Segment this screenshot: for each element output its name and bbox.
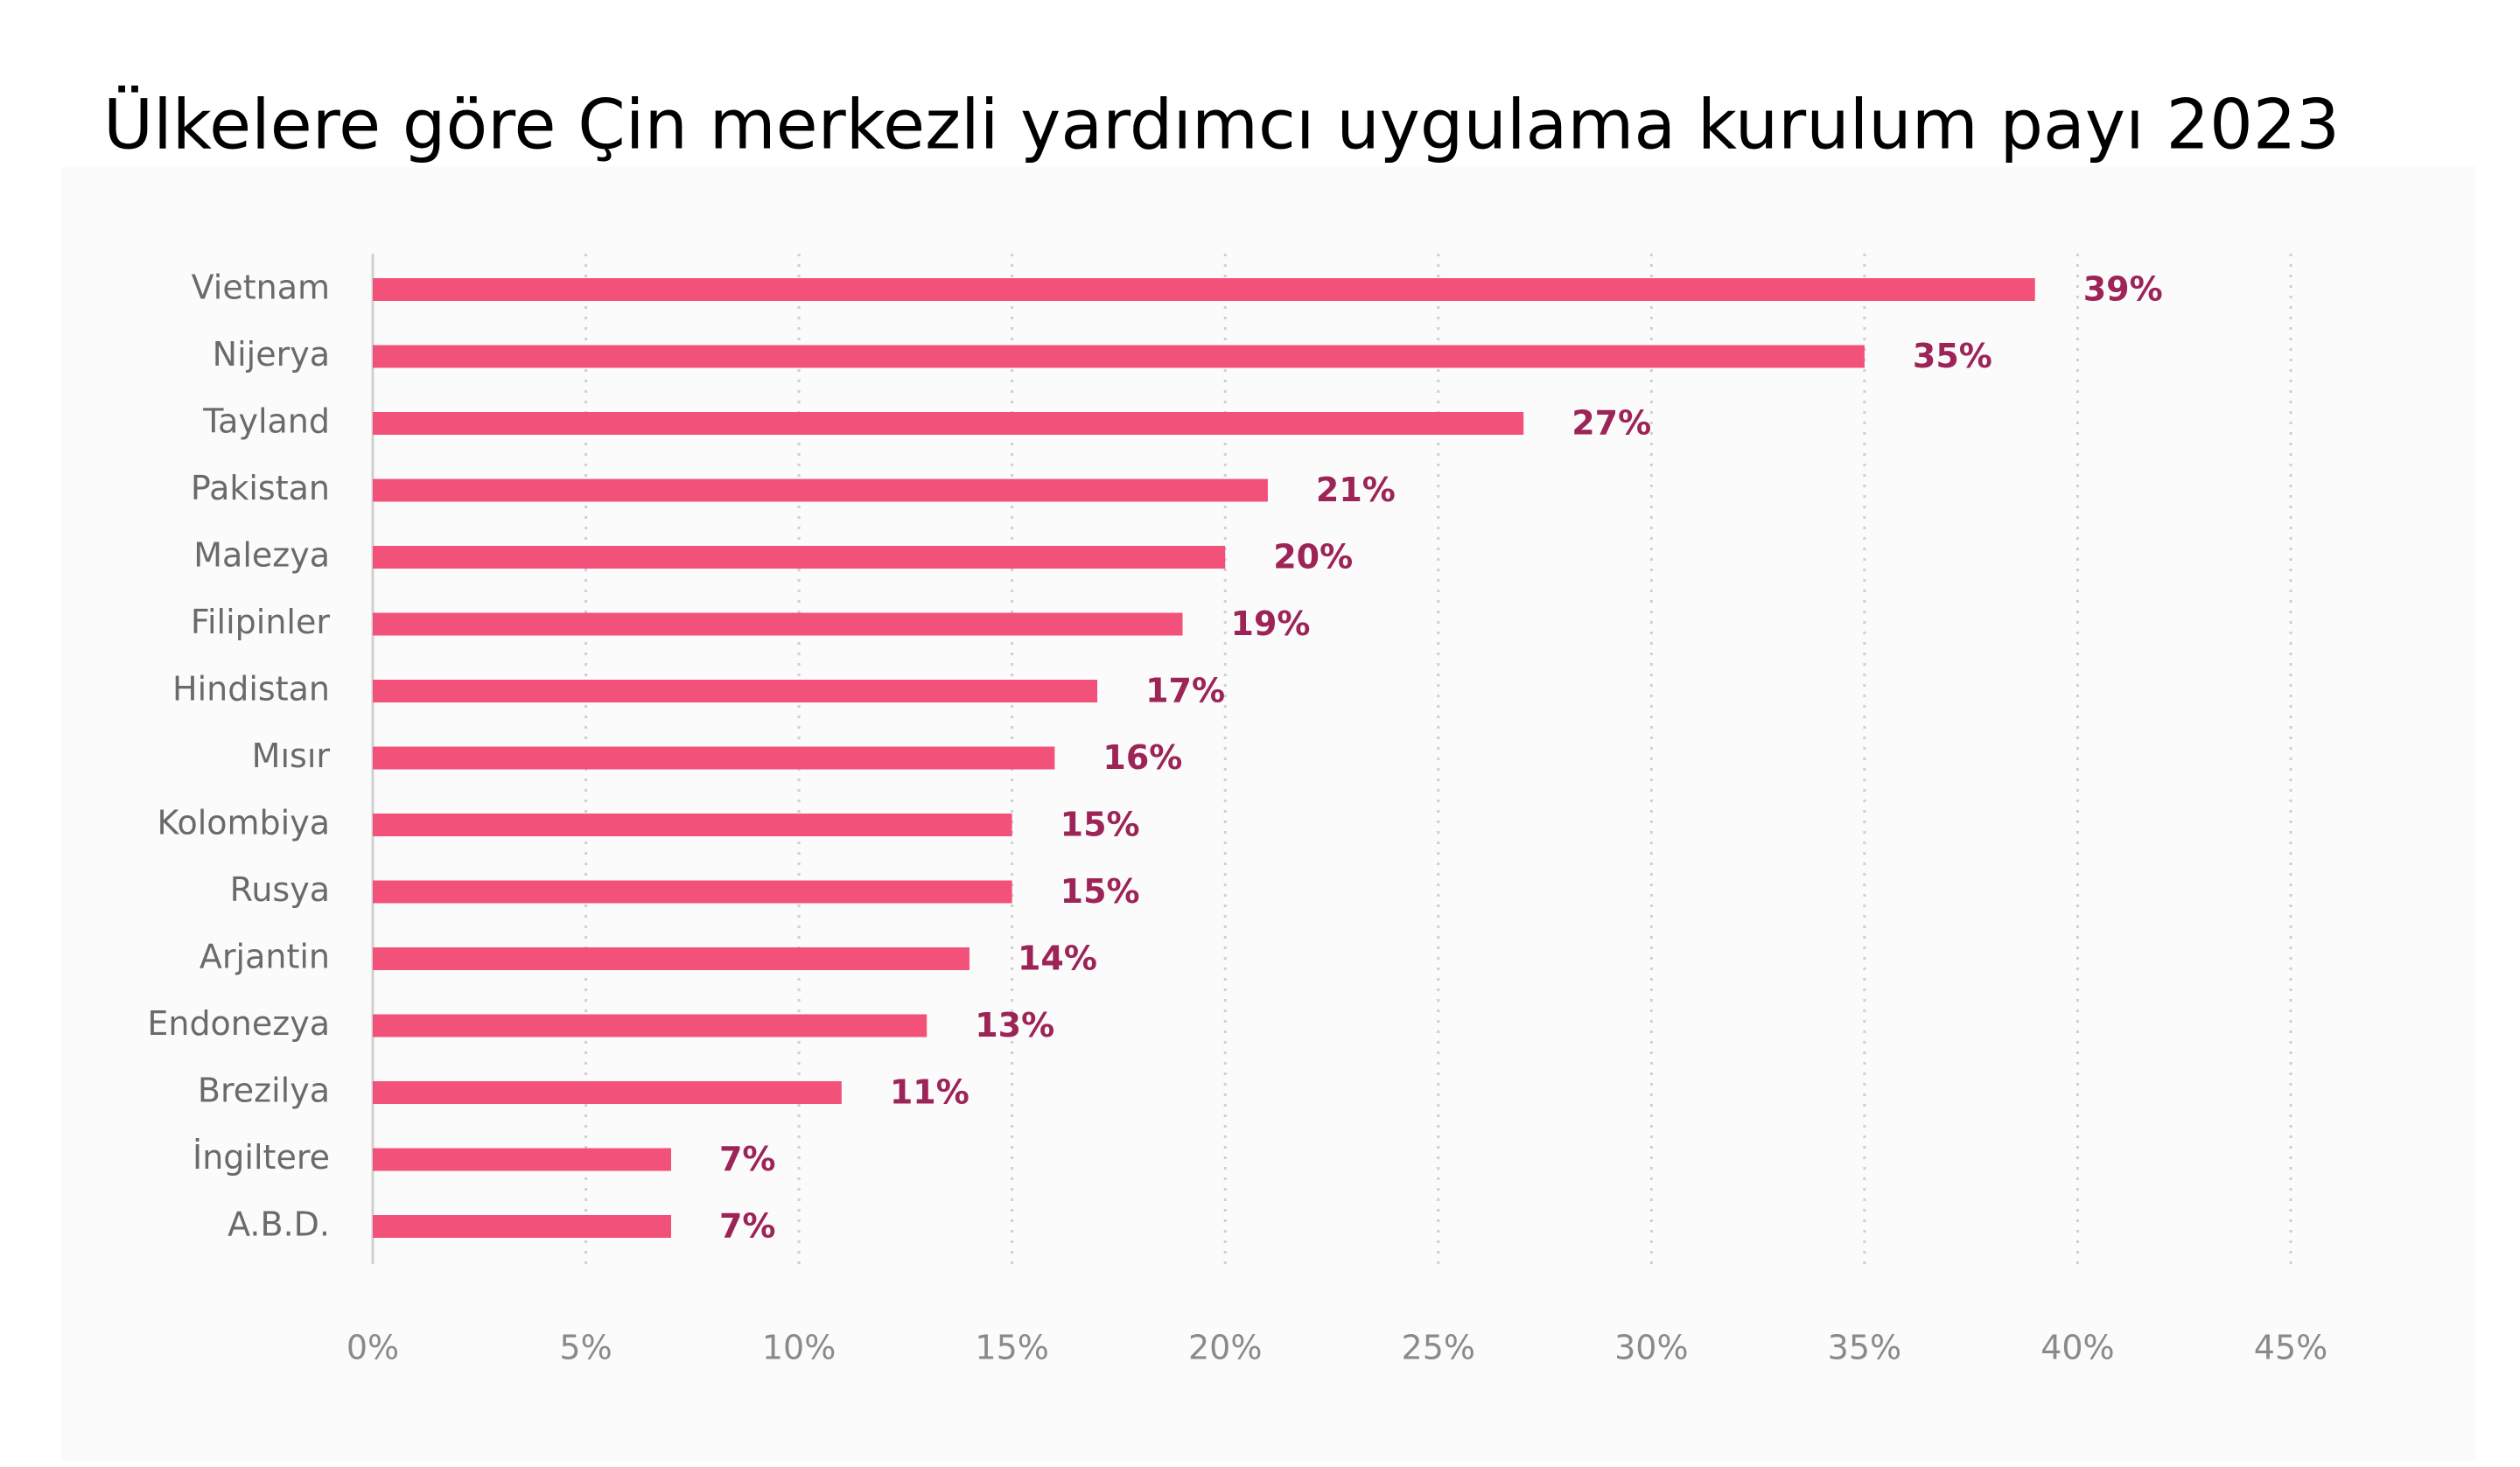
y-tick-label: Pakistan: [191, 469, 330, 507]
bar: [373, 1081, 842, 1104]
value-label: 11%: [890, 1073, 970, 1112]
value-label: 21%: [1316, 471, 1396, 509]
y-tick-label: Brezilya: [198, 1072, 330, 1110]
value-label: 39%: [2083, 270, 2163, 309]
bar: [373, 345, 1865, 368]
value-label: 35%: [1913, 337, 1992, 375]
value-label: 19%: [1231, 604, 1311, 643]
y-tick-label: Rusya: [230, 870, 330, 909]
y-tick-label: Malezya: [193, 536, 330, 575]
bar: [373, 1148, 671, 1171]
x-tick-label: 15%: [975, 1329, 1048, 1367]
value-label: 7%: [719, 1207, 776, 1246]
y-tick-label: İngiltere: [192, 1138, 330, 1177]
value-label: 16%: [1102, 738, 1182, 777]
bar: [373, 880, 1012, 904]
y-tick-label: Arjantin: [200, 938, 330, 976]
y-tick-label: Hindistan: [172, 670, 330, 709]
x-tick-label: 35%: [1828, 1329, 1901, 1367]
x-tick-label: 40%: [2040, 1329, 2114, 1367]
x-tick-label: 5%: [559, 1329, 612, 1367]
y-tick-label: Mısır: [252, 737, 331, 775]
y-tick-label: A.B.D.: [228, 1205, 330, 1244]
bar: [373, 1215, 671, 1238]
bar: [373, 412, 1524, 435]
bar: [373, 546, 1226, 569]
bar: [373, 479, 1268, 502]
value-label: 15%: [1060, 872, 1140, 911]
y-tick-label: Tayland: [202, 402, 330, 441]
x-tick-label: 30%: [1614, 1329, 1688, 1367]
bar: [373, 814, 1012, 836]
bar: [373, 1014, 928, 1037]
value-label: 15%: [1060, 806, 1140, 844]
x-tick-label: 10%: [762, 1329, 836, 1367]
bar: [373, 278, 2035, 301]
bar: [373, 612, 1183, 636]
value-label: 13%: [975, 1006, 1054, 1044]
y-tick-label: Nijerya: [213, 335, 330, 374]
value-label: 27%: [1572, 404, 1651, 443]
bar: [373, 680, 1098, 702]
x-tick-label: 45%: [2254, 1329, 2328, 1367]
x-tick-label: 25%: [1402, 1329, 1475, 1367]
y-tick-label: Kolombiya: [157, 804, 330, 842]
x-tick-label: 20%: [1188, 1329, 1262, 1367]
x-tick-label: 0%: [346, 1329, 399, 1367]
bar: [373, 746, 1055, 770]
chart-title: Ülkelere göre Çin merkezli yardımcı uygu…: [103, 85, 2340, 164]
value-label: 7%: [719, 1140, 776, 1178]
value-label: 14%: [1018, 940, 1097, 978]
y-tick-label: Vietnam: [192, 269, 330, 307]
value-label: 20%: [1273, 538, 1353, 576]
value-label: 17%: [1145, 672, 1225, 710]
y-tick-label: Filipinler: [191, 603, 330, 641]
bar: [373, 947, 970, 970]
y-tick-label: Endonezya: [147, 1004, 330, 1043]
